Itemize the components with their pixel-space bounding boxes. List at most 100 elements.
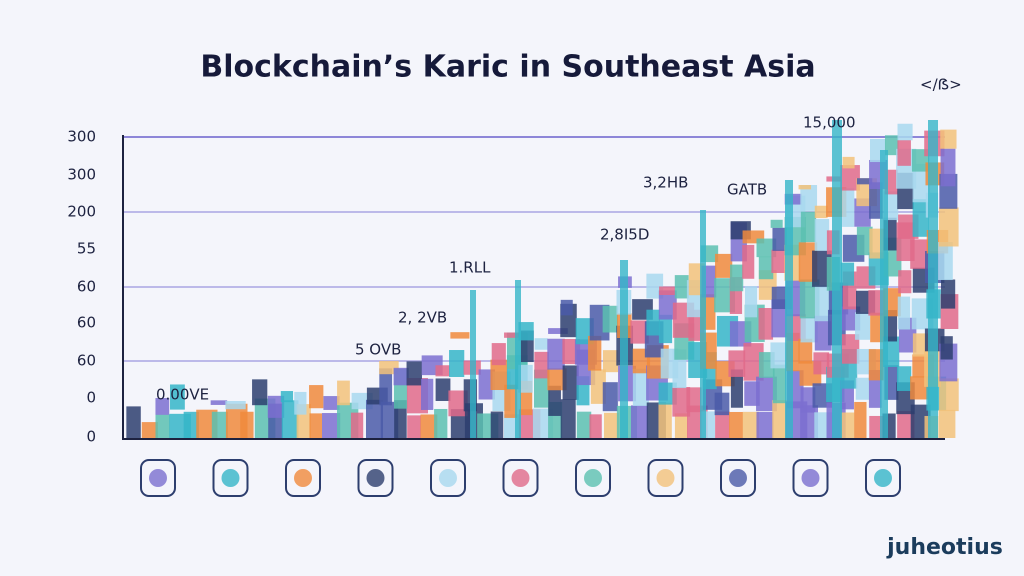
scene-panel xyxy=(714,392,730,416)
annotation: 0.00VE xyxy=(156,386,209,404)
scene-panel xyxy=(659,286,676,296)
scene-panel xyxy=(799,279,820,319)
scene-panel xyxy=(855,377,870,400)
scene-panel xyxy=(814,219,830,251)
scene-panel xyxy=(800,211,817,243)
icon-detail xyxy=(149,469,167,487)
scene-panel xyxy=(728,350,746,377)
scene-panel xyxy=(800,387,816,413)
scene-panel xyxy=(869,182,883,219)
scene-panel xyxy=(756,376,777,412)
scene-panel xyxy=(576,411,592,438)
scene-panel xyxy=(588,335,602,371)
scene-panel xyxy=(840,165,860,191)
scene-panel xyxy=(393,367,409,386)
scene-panel xyxy=(155,398,170,415)
scene-panel xyxy=(800,405,819,438)
scene-panel xyxy=(632,368,649,406)
annotation: 2,8I5D xyxy=(600,226,649,244)
scene-panel xyxy=(155,414,170,438)
illustration xyxy=(126,120,959,438)
scene-panel xyxy=(406,361,422,386)
scene-panel xyxy=(771,249,785,274)
icon xyxy=(285,459,321,497)
brand: juheotius xyxy=(886,535,1003,560)
scene-panel xyxy=(170,384,185,410)
scene-panel xyxy=(715,253,733,278)
scene-panel xyxy=(560,399,576,438)
scene-panel xyxy=(534,338,548,350)
scene-panel xyxy=(604,412,619,438)
scene-panel xyxy=(380,401,399,438)
scene-panel xyxy=(856,178,873,185)
icon xyxy=(430,459,466,497)
icon-detail xyxy=(511,469,530,487)
scene-panel xyxy=(435,378,451,401)
scene-panel xyxy=(309,385,324,409)
y-tick-label: 60 xyxy=(77,314,96,332)
annotation: 5 OVB xyxy=(355,341,401,359)
scene-tower xyxy=(832,120,842,438)
scene-panel xyxy=(589,414,602,438)
scene-panel xyxy=(504,384,518,418)
scene-panel xyxy=(758,308,774,340)
icon xyxy=(140,459,176,497)
scene-panel xyxy=(449,350,465,377)
icon-detail xyxy=(221,469,240,487)
scene-panel xyxy=(407,415,422,438)
scene-panel xyxy=(814,205,828,219)
scene-panel xyxy=(646,309,660,336)
annotation: GATB xyxy=(727,181,767,199)
scene-panel xyxy=(814,315,832,351)
scene-panel xyxy=(938,242,953,281)
scene-panel xyxy=(211,411,228,438)
title: Blockchain’s Karic in Southeast Asia xyxy=(200,50,815,85)
scene-panel xyxy=(350,412,364,438)
scene-panel xyxy=(518,364,533,393)
scene-panel xyxy=(813,352,830,375)
scene-panel xyxy=(800,317,818,343)
scene-panel xyxy=(897,411,915,438)
scene-panel xyxy=(252,379,268,406)
y-tick-label: 0 xyxy=(86,428,96,446)
scene-panel xyxy=(912,199,929,237)
scene-panel xyxy=(548,385,561,416)
icon-row xyxy=(140,459,901,497)
annotation: </ẞ> xyxy=(920,76,962,94)
scene-panel xyxy=(658,314,673,344)
scene-panel xyxy=(729,411,744,438)
scene-panel xyxy=(448,390,468,417)
scene-panel xyxy=(884,135,899,156)
scene-panel xyxy=(772,364,786,404)
scene-panel xyxy=(560,299,573,316)
scene-panel xyxy=(940,148,956,187)
scene-panel xyxy=(504,332,520,338)
scene-panel xyxy=(756,412,774,438)
scene-panel xyxy=(758,256,774,280)
scene-panel xyxy=(744,286,758,318)
scene-tower xyxy=(515,280,521,438)
icon xyxy=(720,459,756,497)
scene-panel xyxy=(420,378,434,410)
scene-panel xyxy=(800,185,818,211)
scene-panel xyxy=(910,239,930,269)
scene-panel xyxy=(742,411,759,438)
icon xyxy=(792,459,829,497)
scene-panel xyxy=(547,368,567,391)
scene-panel xyxy=(784,193,802,205)
icon-detail xyxy=(439,469,457,487)
scene-panel xyxy=(435,365,450,377)
scene-tower xyxy=(470,290,476,438)
scene-panel xyxy=(602,305,619,333)
scene-panel xyxy=(126,406,141,438)
scene-panel xyxy=(798,185,812,190)
scene-panel xyxy=(590,369,606,404)
icon xyxy=(502,459,539,497)
scene-panel xyxy=(630,320,649,344)
scene-tower xyxy=(620,260,628,438)
scene-panel xyxy=(940,336,953,360)
scene-panel xyxy=(141,422,158,438)
scene-panel xyxy=(898,270,912,294)
scene-panel xyxy=(938,207,959,247)
